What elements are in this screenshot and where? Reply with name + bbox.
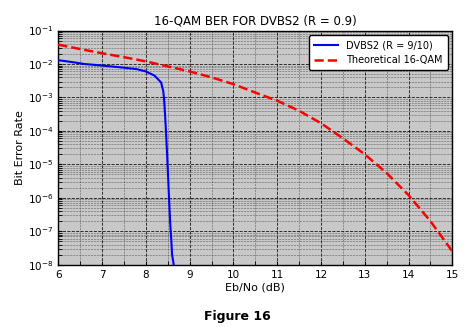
DVBS2 (R = 9/10)	[173, 276, 179, 280]
DVBS2 (R = 9/10)	[172, 266, 177, 270]
Title: 16-QAM BER FOR DVBS2 (R = 0.9): 16-QAM BER FOR DVBS2 (R = 0.9)	[154, 15, 356, 28]
Theoretical 16-QAM	[362, 152, 368, 156]
DVBS2 (R = 9/10)	[108, 64, 114, 68]
DVBS2 (R = 9/10)	[126, 66, 131, 70]
DVBS2 (R = 9/10)	[55, 58, 61, 62]
Line: DVBS2 (R = 9/10): DVBS2 (R = 9/10)	[58, 60, 185, 298]
DVBS2 (R = 9/10)	[82, 62, 87, 66]
Theoretical 16-QAM	[384, 171, 390, 175]
DVBS2 (R = 9/10)	[99, 63, 105, 67]
Y-axis label: Bit Error Rate: Bit Error Rate	[15, 110, 25, 185]
Theoretical 16-QAM	[187, 69, 192, 73]
DVBS2 (R = 9/10)	[152, 74, 157, 77]
Theoretical 16-QAM	[55, 43, 61, 46]
Theoretical 16-QAM	[296, 109, 302, 113]
DVBS2 (R = 9/10)	[163, 129, 169, 133]
Theoretical 16-QAM	[121, 55, 127, 59]
DVBS2 (R = 9/10)	[164, 146, 170, 150]
Line: Theoretical 16-QAM: Theoretical 16-QAM	[58, 44, 452, 251]
Theoretical 16-QAM	[209, 75, 214, 79]
DVBS2 (R = 9/10)	[167, 223, 173, 227]
DVBS2 (R = 9/10)	[143, 69, 149, 73]
Theoretical 16-QAM	[230, 82, 236, 86]
Theoretical 16-QAM	[77, 47, 83, 51]
DVBS2 (R = 9/10)	[161, 90, 166, 94]
DVBS2 (R = 9/10)	[167, 206, 173, 210]
DVBS2 (R = 9/10)	[178, 294, 184, 298]
Legend: DVBS2 (R = 9/10), Theoretical 16-QAM: DVBS2 (R = 9/10), Theoretical 16-QAM	[309, 35, 447, 70]
DVBS2 (R = 9/10)	[166, 186, 172, 190]
DVBS2 (R = 9/10)	[117, 65, 122, 69]
Theoretical 16-QAM	[406, 193, 411, 197]
Theoretical 16-QAM	[165, 64, 171, 68]
DVBS2 (R = 9/10)	[176, 286, 182, 290]
Theoretical 16-QAM	[449, 250, 455, 253]
DVBS2 (R = 9/10)	[169, 253, 175, 257]
DVBS2 (R = 9/10)	[180, 296, 186, 300]
Theoretical 16-QAM	[99, 51, 105, 55]
Theoretical 16-QAM	[340, 136, 346, 140]
DVBS2 (R = 9/10)	[165, 166, 171, 170]
Theoretical 16-QAM	[253, 91, 258, 95]
DVBS2 (R = 9/10)	[64, 60, 70, 63]
DVBS2 (R = 9/10)	[168, 237, 174, 241]
Text: Figure 16: Figure 16	[204, 310, 270, 323]
DVBS2 (R = 9/10)	[182, 296, 188, 300]
DVBS2 (R = 9/10)	[91, 63, 96, 67]
Theoretical 16-QAM	[274, 99, 280, 103]
DVBS2 (R = 9/10)	[158, 80, 164, 84]
Theoretical 16-QAM	[428, 219, 433, 223]
X-axis label: Eb/No (dB): Eb/No (dB)	[225, 283, 285, 292]
DVBS2 (R = 9/10)	[161, 99, 167, 103]
DVBS2 (R = 9/10)	[134, 67, 140, 71]
Theoretical 16-QAM	[318, 121, 324, 125]
DVBS2 (R = 9/10)	[73, 61, 79, 65]
DVBS2 (R = 9/10)	[162, 113, 168, 117]
Theoretical 16-QAM	[143, 60, 149, 63]
